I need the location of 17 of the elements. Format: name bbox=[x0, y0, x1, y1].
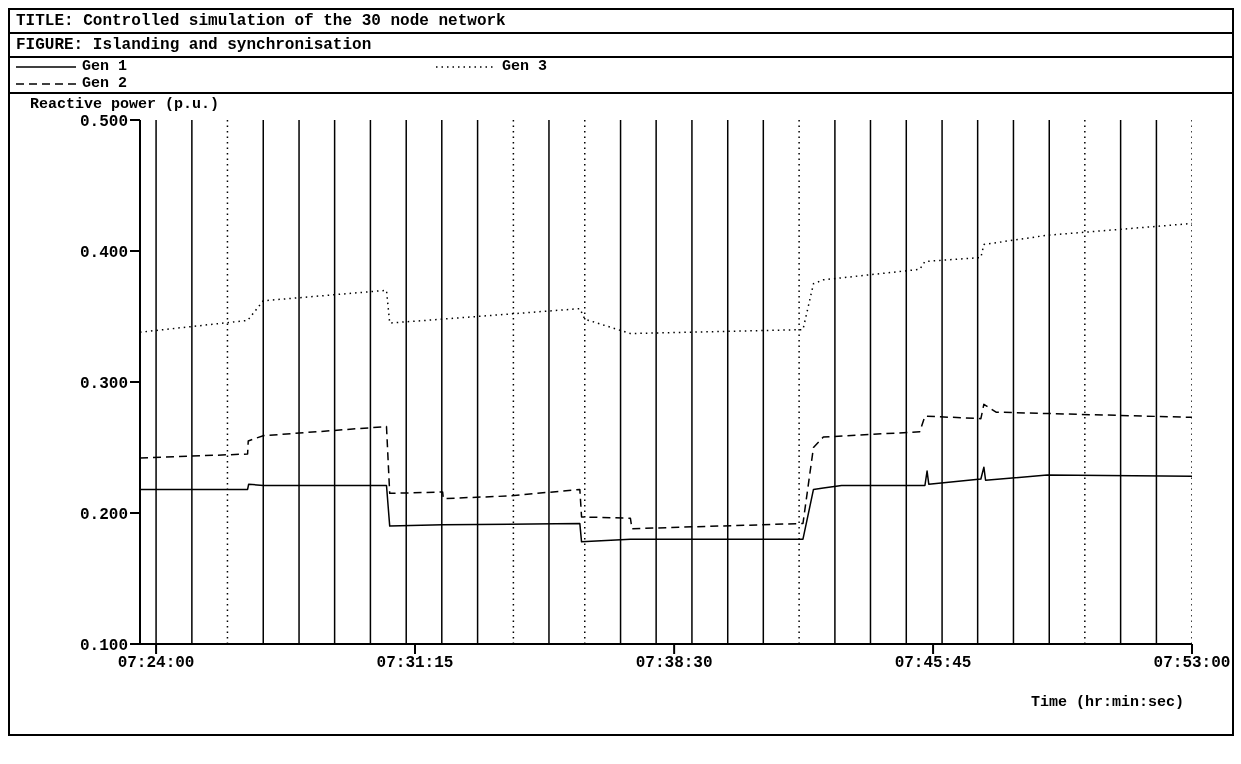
y-tick-label: 0.500 bbox=[79, 112, 128, 131]
legend-label: Gen 1 bbox=[82, 58, 128, 75]
chart-subtitle: FIGURE: Islanding and synchronisation bbox=[10, 34, 1232, 58]
legend-label: Gen 3 bbox=[502, 58, 548, 75]
x-tick-label: 07:31:15 bbox=[376, 654, 454, 673]
y-tick-label: 0.100 bbox=[79, 636, 128, 655]
y-tick-label: 0.300 bbox=[79, 374, 128, 393]
x-tick-label: 07:38:30 bbox=[635, 654, 713, 673]
x-tick-label: 07:45:45 bbox=[894, 654, 972, 673]
y-axis-title: Reactive power (p.u.) bbox=[30, 96, 220, 113]
x-tick-label: 07:53:00 bbox=[1153, 654, 1231, 673]
x-tick-label: 07:24:00 bbox=[117, 654, 195, 673]
x-axis-title: Time (hr:min:sec) bbox=[1030, 694, 1184, 711]
y-tick-label: 0.200 bbox=[79, 505, 128, 524]
chart-title: TITLE: Controlled simulation of the 30 node network bbox=[10, 10, 1232, 34]
legend-label: Gen 2 bbox=[82, 75, 128, 92]
y-tick-label: 0.400 bbox=[79, 243, 128, 262]
